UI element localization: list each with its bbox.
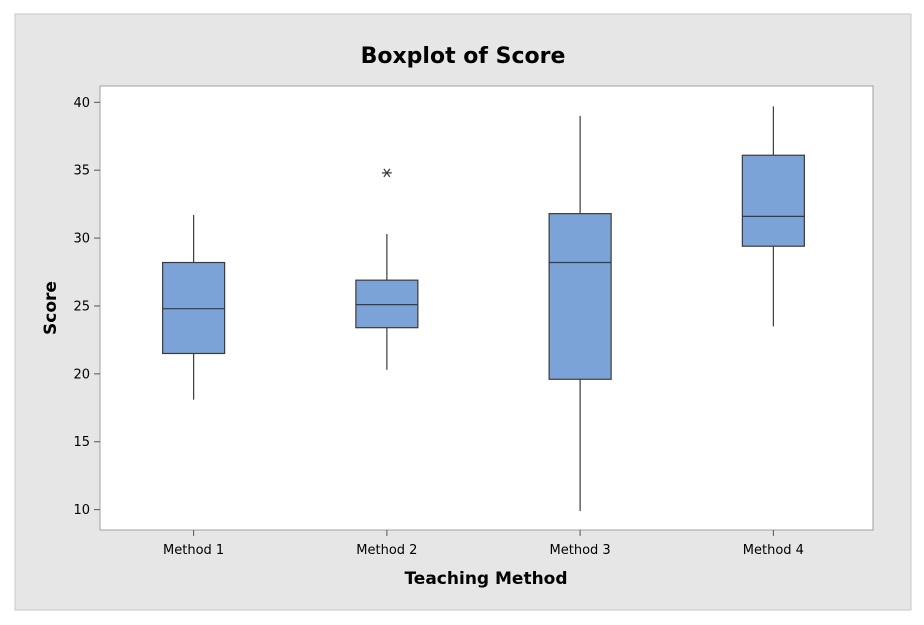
- boxes-group: [162, 106, 805, 511]
- y-tick-label: 20: [73, 367, 90, 382]
- y-axis-label: Score: [41, 281, 61, 335]
- iqr-box: [355, 279, 419, 329]
- x-axis-label: Teaching Method: [404, 569, 567, 589]
- x-tick-label: Method 2: [356, 543, 417, 558]
- y-tick-label: 10: [73, 503, 90, 518]
- y-axis: 10 15 20 25 30 35 40: [73, 96, 100, 518]
- x-axis: Method 1 Method 2 Method 3 Method 4: [163, 530, 804, 558]
- y-tick-label: 30: [73, 232, 90, 247]
- outlier-stroke: [383, 168, 391, 178]
- x-tick-label: Method 1: [163, 543, 224, 558]
- box-1: [162, 214, 226, 400]
- y-tick-label: 15: [73, 435, 90, 450]
- chart-title: Boxplot of Score: [361, 44, 566, 69]
- box-4: [741, 106, 805, 327]
- iqr-box: [548, 213, 612, 380]
- x-tick-label: Method 3: [550, 543, 611, 558]
- y-tick-label: 25: [73, 299, 90, 314]
- x-tick-label: Method 4: [743, 543, 804, 558]
- outlier-marker: [381, 168, 392, 178]
- box-2: [355, 168, 419, 370]
- iqr-box: [741, 154, 805, 247]
- box-3: [548, 115, 612, 511]
- y-tick-label: 35: [73, 164, 90, 179]
- y-tick-label: 40: [73, 96, 90, 111]
- iqr-box: [162, 261, 226, 355]
